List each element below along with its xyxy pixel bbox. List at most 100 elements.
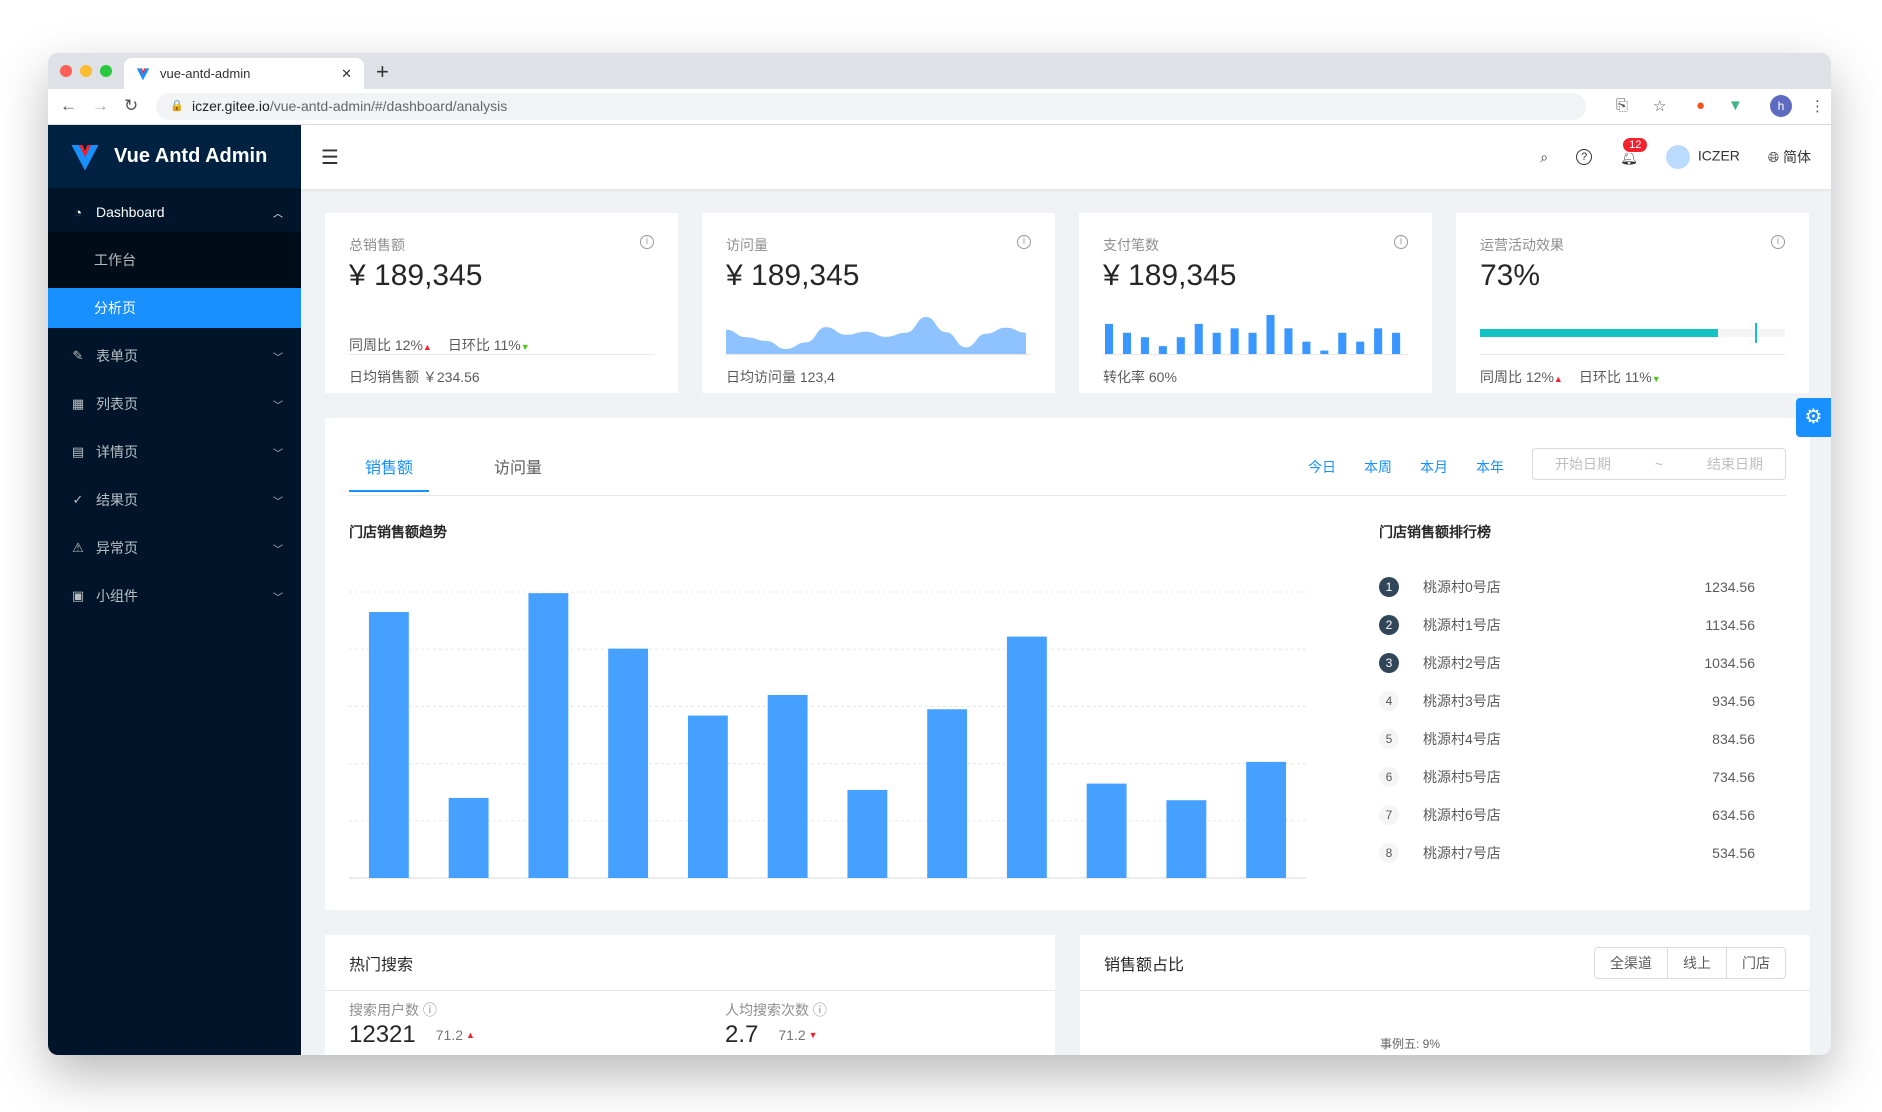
help-icon[interactable]: ? xyxy=(1576,149,1593,165)
new-tab-button[interactable]: + xyxy=(376,59,389,84)
maximize-window-button[interactable] xyxy=(100,65,112,77)
rank-badge: 5 xyxy=(1379,729,1399,749)
start-date-input[interactable]: 开始日期 xyxy=(1554,456,1611,472)
info-icon[interactable]: i xyxy=(640,235,654,249)
date-range-picker[interactable]: 开始日期 ~ 结束日期 xyxy=(1532,448,1786,480)
sidebar-item-analysis[interactable]: 分析页 xyxy=(48,288,301,328)
end-date-input[interactable]: 结束日期 xyxy=(1707,456,1764,472)
mini-bar xyxy=(1194,323,1203,355)
sidebar-logo[interactable]: Vue Antd Admin xyxy=(48,125,301,188)
avg-search-stat: 人均搜索次数 ⓘ 2.7 71.2 ▼ xyxy=(725,1002,827,1048)
menu-label: 表单页 xyxy=(96,348,138,364)
rank-badge: 1 xyxy=(1379,577,1399,597)
menu-label: Dashboard xyxy=(96,204,165,220)
language-switch[interactable]: 🌐︎ 简体 xyxy=(1768,147,1811,167)
channel-selector[interactable]: 全渠道 线上 门店 xyxy=(1594,947,1786,979)
sidebar-item-dashboard[interactable]: ◔ Dashboard ︿ xyxy=(48,192,301,232)
caret-up-icon: ▲ xyxy=(422,342,432,352)
profile-avatar[interactable]: h xyxy=(1770,95,1792,117)
menu-label: 小组件 xyxy=(96,588,138,604)
minimize-window-button[interactable] xyxy=(80,65,92,77)
payments-card: 支付笔数 i ¥ 189,345 转化率 60% xyxy=(1079,213,1432,393)
range-year[interactable]: 本年 xyxy=(1476,459,1504,475)
url-input[interactable]: 🔒 iczer.gitee.io/vue-antd-admin/#/dashboa… xyxy=(156,93,1586,120)
tab-visits[interactable]: 访问量 xyxy=(494,460,543,477)
sidebar-item-result[interactable]: ✓ 结果页 ﹀ xyxy=(48,480,301,520)
dashboard-icon: ◔ xyxy=(74,204,82,220)
settings-gear-button[interactable]: ⚙ xyxy=(1796,398,1831,437)
menu-fold-icon[interactable]: ☰ xyxy=(321,147,339,169)
browser-tab[interactable]: vue-antd-admin ✕ xyxy=(124,58,364,89)
sidebar: Vue Antd Admin ◔ Dashboard ︿ 工作台 分析页 ✎ 表单页 ﹀… xyxy=(48,125,301,1055)
rank-badge: 6 xyxy=(1379,767,1399,787)
bar xyxy=(1086,783,1127,878)
mini-bar xyxy=(1266,315,1275,355)
user-menu[interactable]: ICZER xyxy=(1665,145,1740,169)
bar xyxy=(927,709,968,878)
extension-icon[interactable]: ● xyxy=(1696,97,1706,114)
sidebar-item-form[interactable]: ✎ 表单页 ﹀ xyxy=(48,336,301,376)
info-icon[interactable]: i xyxy=(1017,235,1031,249)
more-menu-icon[interactable]: ⋮ xyxy=(1810,98,1825,115)
store-value: 1034.56 xyxy=(1704,655,1755,671)
caret-up-icon: ▲ xyxy=(1553,374,1563,384)
range-week[interactable]: 本周 xyxy=(1364,459,1392,475)
menu-label: 详情页 xyxy=(96,444,138,460)
sidebar-item-detail[interactable]: ▤ 详情页 ﹀ xyxy=(48,432,301,472)
option-store[interactable]: 门店 xyxy=(1726,948,1785,978)
bar xyxy=(368,612,409,878)
store-value: 834.56 xyxy=(1712,731,1755,747)
option-online[interactable]: 线上 xyxy=(1667,948,1726,978)
progress-bar xyxy=(1480,311,1785,355)
info-icon[interactable]: i xyxy=(1394,235,1408,249)
close-tab-icon[interactable]: ✕ xyxy=(341,65,352,81)
card-value: ¥ 189,345 xyxy=(1103,259,1237,292)
store-value: 534.56 xyxy=(1712,845,1755,861)
ranking-row: 8 桃源村7号店 534.56 xyxy=(1379,834,1755,872)
store-name: 桃源村1号店 xyxy=(1423,617,1501,633)
close-window-button[interactable] xyxy=(60,65,72,77)
app-title: Vue Antd Admin xyxy=(114,145,268,167)
sidebar-item-exception[interactable]: ⚠ 异常页 ﹀ xyxy=(48,528,301,568)
mini-bar xyxy=(1248,332,1257,355)
sales-proportion-card: 销售额占比 全渠道 线上 门店 事例五: 9% xyxy=(1080,935,1810,1055)
mini-bar xyxy=(1105,323,1114,355)
sidebar-item-list[interactable]: ▦ 列表页 ﹀ xyxy=(48,384,301,424)
top-header: ☰ ⌕ ? 🔔︎ 12 ICZER 🌐︎ 简体 xyxy=(301,125,1831,189)
rank-badge: 7 xyxy=(1379,805,1399,825)
sidebar-item-workplace[interactable]: 工作台 xyxy=(48,240,301,280)
bar xyxy=(608,648,649,878)
campaign-card: 运营活动效果 i 73% 同周比 12%▲ 日环比 11%▼ xyxy=(1456,213,1809,393)
notification-bell[interactable]: 🔔︎ 12 xyxy=(1620,136,1649,166)
option-all[interactable]: 全渠道 xyxy=(1610,955,1652,971)
info-icon[interactable]: i xyxy=(1771,235,1785,249)
menu-label: 异常页 xyxy=(96,540,138,556)
back-icon[interactable]: ← xyxy=(60,96,77,115)
ranking-row: 1 桃源村0号店 1234.56 xyxy=(1379,568,1755,606)
stat-value: 2.7 xyxy=(725,1021,759,1048)
card-footer: 转化率 60% xyxy=(1103,354,1408,387)
tab-sales[interactable]: 销售额 xyxy=(349,454,430,492)
search-icon[interactable]: ⌕ xyxy=(1540,148,1549,165)
bar xyxy=(687,715,728,878)
vue-devtools-icon[interactable]: ▼ xyxy=(1728,97,1743,114)
bar xyxy=(1246,761,1287,878)
form-icon: ✎ xyxy=(72,348,84,363)
bookmark-star-icon[interactable]: ☆ xyxy=(1653,98,1667,115)
range-today[interactable]: 今日 xyxy=(1308,459,1336,475)
mini-bar xyxy=(1158,346,1167,355)
store-value: 1134.56 xyxy=(1705,617,1755,633)
info-icon: ⓘ xyxy=(422,1002,437,1018)
forward-icon[interactable]: → xyxy=(92,96,109,115)
store-name: 桃源村4号店 xyxy=(1423,731,1501,747)
range-month[interactable]: 本月 xyxy=(1420,459,1448,475)
visits-area xyxy=(726,317,1026,355)
notification-badge: 12 xyxy=(1622,136,1649,153)
reload-icon[interactable]: ↻ xyxy=(124,96,139,115)
ranking-row: 5 桃源村4号店 834.56 xyxy=(1379,720,1755,758)
translate-icon[interactable]: ⎘ xyxy=(1616,97,1629,114)
chevron-down-icon: ﹀ xyxy=(273,400,283,412)
sidebar-item-widgets[interactable]: ▣ 小组件 ﹀ xyxy=(48,576,301,616)
bar xyxy=(767,694,808,878)
menu-label: 列表页 xyxy=(96,396,138,412)
